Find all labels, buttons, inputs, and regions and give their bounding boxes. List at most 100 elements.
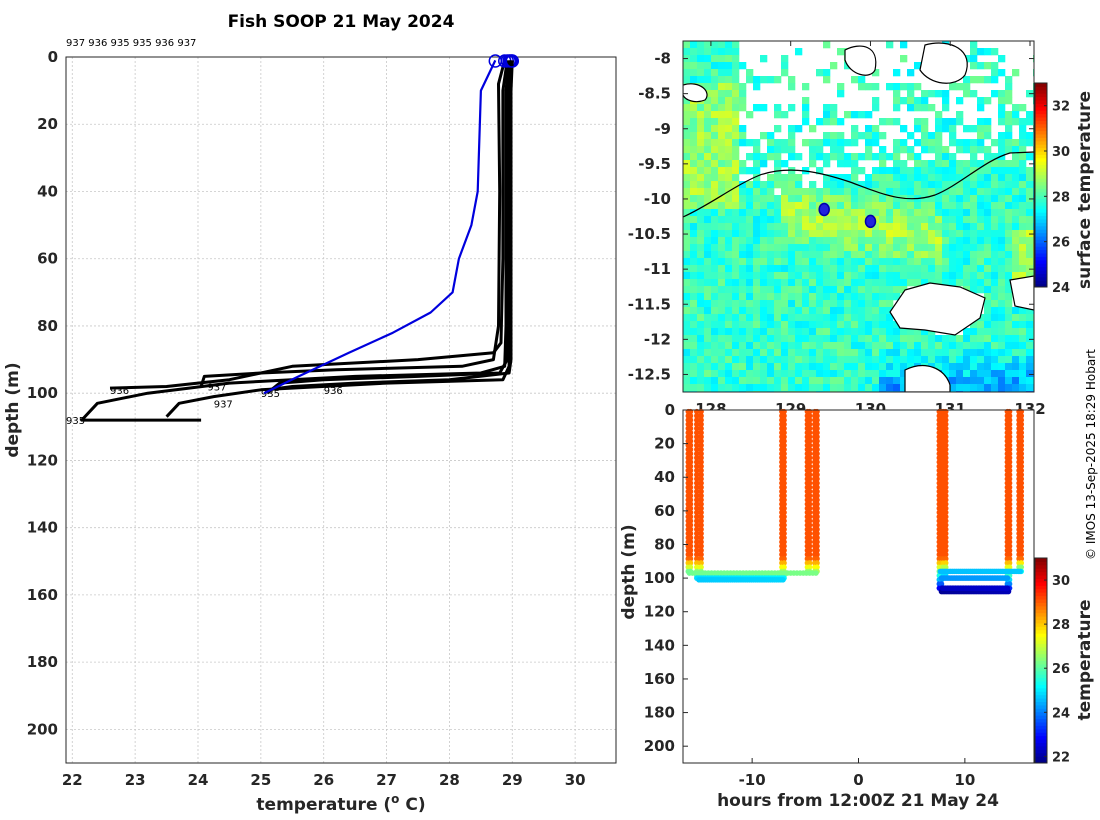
sst-pixel [795, 237, 803, 245]
sst-pixel [697, 132, 705, 140]
sst-pixel [991, 335, 999, 343]
temperature-sample [1006, 513, 1013, 520]
sst-pixel [683, 370, 691, 378]
sst-pixel [823, 139, 831, 147]
sst-pixel [1026, 349, 1034, 357]
temperature-sample [1018, 476, 1025, 482]
sst-colorbar-segment [1035, 270, 1047, 274]
sst-pixel [1026, 335, 1034, 343]
temperature-sample [687, 446, 694, 453]
sst-pixel [697, 335, 705, 343]
sst-pixel [732, 125, 740, 133]
sst-pixel [844, 377, 852, 385]
sst-colorbar-segment [1035, 140, 1047, 145]
sst-pixel [1005, 97, 1013, 105]
sst-pixel [893, 83, 901, 91]
sst-pixel [956, 160, 964, 168]
temperature-sample [1018, 513, 1025, 520]
sst-pixel [942, 370, 950, 378]
sst-pixel [837, 300, 845, 308]
sst-colorbar-segment [1035, 127, 1047, 132]
sst-pixel [837, 174, 845, 182]
sst-pixel [991, 76, 999, 84]
sst-pixel [690, 349, 698, 357]
depth-time-y-tick-label: 40 [654, 468, 675, 486]
sst-pixel [746, 314, 754, 322]
sst-colorbar-tick-label: 32 [1052, 100, 1070, 115]
sst-pixel [774, 223, 782, 231]
sst-pixel [886, 237, 894, 245]
sst-pixel [837, 335, 845, 343]
temperature-sample [694, 526, 700, 533]
sst-pixel [767, 181, 775, 189]
sst-pixel [802, 384, 810, 392]
sst-pixel [851, 286, 859, 294]
sst-pixel [844, 202, 852, 210]
sst-pixel [816, 314, 824, 322]
sst-pixel [858, 363, 866, 371]
temperature-sample [942, 555, 949, 562]
sst-pixel [683, 139, 691, 147]
sst-pixel [718, 279, 726, 287]
sst-pixel [837, 209, 845, 217]
temperature-sample [781, 442, 787, 449]
sst-pixel [732, 41, 740, 49]
sst-pixel [837, 83, 845, 91]
temperature-sample [806, 429, 813, 436]
temperature-sample [698, 484, 704, 491]
sst-pixel [977, 230, 985, 238]
sst-pixel [921, 188, 929, 196]
temperature-sample [781, 421, 787, 428]
sst-pixel [844, 321, 852, 329]
sst-pixel [774, 335, 782, 343]
temperature-sample [942, 463, 949, 470]
sst-pixel [851, 314, 859, 322]
sst-pixel [928, 174, 936, 182]
sst-pixel [802, 139, 810, 147]
sst-pixel [732, 223, 740, 231]
sst-pixel [767, 202, 775, 210]
sst-pixel [1012, 321, 1020, 329]
sst-pixel [718, 195, 726, 203]
sst-pixel [984, 209, 992, 217]
sst-pixel [837, 230, 845, 238]
sst-pixel [879, 356, 887, 364]
sst-pixel [746, 293, 754, 301]
sst-pixel [928, 195, 936, 203]
sst-pixel [1005, 118, 1013, 126]
sst-colorbar-segment [1035, 232, 1047, 237]
sst-pixel [865, 83, 873, 91]
sst-pixel [781, 55, 789, 63]
sst-pixel [970, 160, 978, 168]
temperature-sample [1006, 530, 1013, 537]
sst-pixel [865, 111, 873, 119]
sst-pixel [1012, 244, 1020, 252]
sst-pixel [753, 286, 761, 294]
sst-pixel [823, 321, 831, 329]
sst-pixel [690, 377, 698, 385]
temperature-sample [814, 560, 820, 566]
sst-pixel [900, 125, 908, 133]
temperature-sample [698, 530, 704, 537]
sst-pixel [704, 48, 712, 56]
sst-pixel [753, 230, 761, 238]
sst-pixel [718, 370, 726, 378]
sst-pixel [732, 76, 740, 84]
sst-pixel [858, 279, 866, 287]
sst-pixel [991, 188, 999, 196]
depth-time-y-tick-label: 60 [654, 502, 675, 520]
sst-pixel [718, 314, 726, 322]
sst-pixel [949, 335, 957, 343]
temperature-sample [1006, 560, 1013, 566]
sst-pixel [1012, 265, 1020, 273]
temperature-sample [814, 446, 820, 453]
temperature-sample [687, 547, 694, 554]
temperature-sample [1018, 497, 1025, 503]
sst-pixel [767, 188, 775, 196]
sst-pixel [725, 293, 733, 301]
temperature-sample [942, 522, 949, 528]
sst-pixel [739, 230, 747, 238]
temperature-colorbar-segment [1035, 687, 1047, 692]
sst-pixel [774, 76, 782, 84]
sst-pixel [718, 188, 726, 196]
